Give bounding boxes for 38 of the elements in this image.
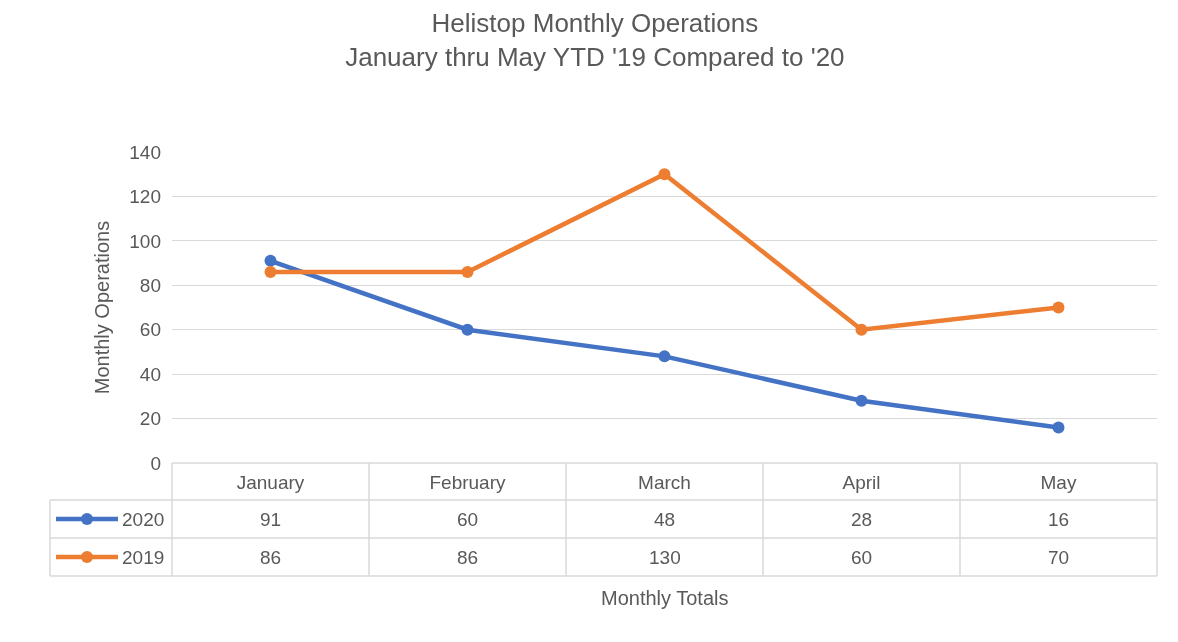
point	[461, 323, 474, 336]
x-tick-label: April	[842, 472, 881, 493]
y-axis-title: Monthly Operations	[90, 220, 113, 395]
y-tick-label: 20	[139, 408, 161, 430]
point	[1052, 421, 1065, 434]
point	[1052, 301, 1065, 314]
point	[461, 265, 474, 278]
legend-label: 2020	[122, 509, 165, 530]
x-tick-label: May	[1040, 472, 1077, 493]
y-tick-label: 40	[139, 363, 161, 385]
data-label: 86	[457, 547, 479, 568]
y-tick-label: 80	[139, 274, 161, 296]
data-label: 60	[851, 547, 873, 568]
x-axis-title: Monthly Totals	[601, 587, 729, 609]
data-label: 91	[260, 509, 282, 530]
y-tick-label: 60	[139, 319, 161, 341]
data-label: 70	[1048, 547, 1070, 568]
y-tick-label: 0	[150, 452, 161, 474]
legend-label: 2019	[122, 547, 165, 568]
data-label: 60	[457, 509, 479, 530]
y-tick-label: 120	[129, 186, 161, 208]
data-label: 28	[851, 509, 873, 530]
point	[855, 394, 868, 407]
point	[264, 254, 277, 267]
x-tick-label: February	[429, 472, 507, 493]
y-tick-label: 140	[129, 141, 161, 163]
point	[658, 168, 671, 181]
chart-title: Helistop Monthly Operations January thru May YTD '19 Compared to '20	[345, 8, 845, 72]
data-label: 16	[1048, 509, 1070, 530]
point	[264, 265, 277, 278]
x-tick-label: March	[638, 472, 691, 493]
y-tick-label: 100	[129, 230, 161, 252]
data-label: 130	[649, 547, 681, 568]
point	[658, 350, 671, 363]
x-tick-label: January	[236, 472, 305, 493]
point	[855, 323, 868, 336]
data-label: 48	[654, 509, 676, 530]
data-label: 86	[260, 547, 282, 568]
